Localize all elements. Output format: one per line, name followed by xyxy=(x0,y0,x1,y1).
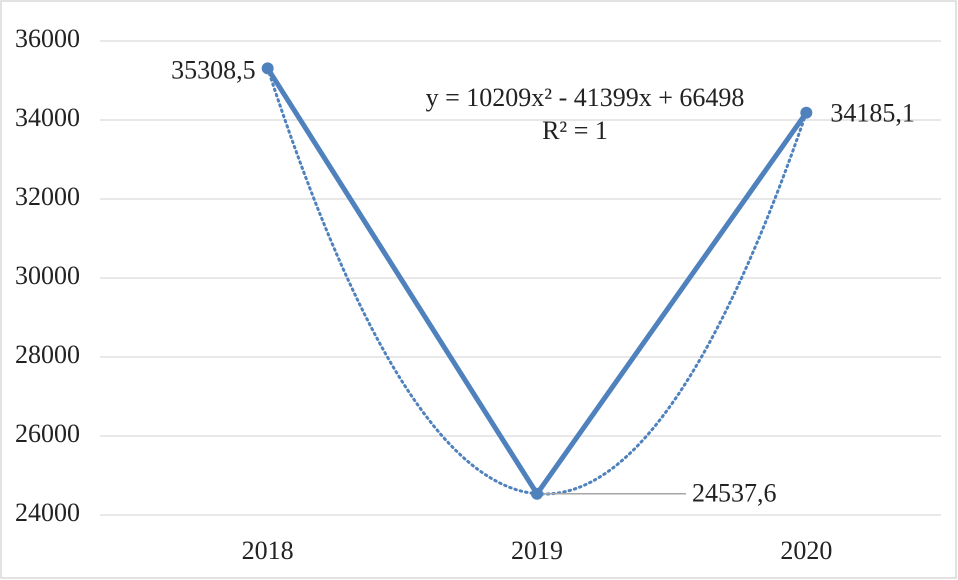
y-tick-label: 32000 xyxy=(15,182,80,211)
y-tick-label: 34000 xyxy=(15,103,80,132)
y-tick-label: 30000 xyxy=(15,261,80,290)
x-tick-label: 2019 xyxy=(511,536,563,565)
data-label: 24537,6 xyxy=(692,479,777,508)
y-tick-label: 24000 xyxy=(15,498,80,527)
x-tick-label: 2020 xyxy=(780,536,832,565)
data-label: 35308,5 xyxy=(171,55,256,84)
trendline-equation: y = 10209x² - 41399x + 66498 xyxy=(426,83,745,112)
marker xyxy=(531,487,543,500)
y-tick-label: 26000 xyxy=(15,419,80,448)
y-tick-label: 28000 xyxy=(15,340,80,369)
marker xyxy=(261,62,274,75)
marker xyxy=(800,106,813,119)
data-label: 34185,1 xyxy=(830,99,915,128)
y-tick-label: 36000 xyxy=(15,24,80,53)
trendline-r-squared: R² = 1 xyxy=(542,116,608,145)
x-tick-label: 2018 xyxy=(242,536,294,565)
